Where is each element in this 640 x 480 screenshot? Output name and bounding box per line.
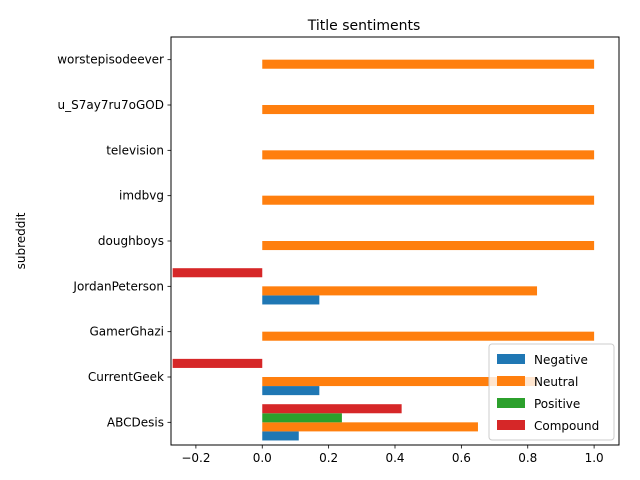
bar-negative-abcdesis xyxy=(262,431,299,441)
x-tick-label: −0.2 xyxy=(181,451,210,465)
bar-neutral-doughboys xyxy=(262,241,595,251)
bar-neutral-gamerghazi xyxy=(262,331,595,341)
x-tick-label: 1.0 xyxy=(585,451,604,465)
x-axis-ticks: −0.2 0.0 0.2 0.4 0.6 0.8 1.0 xyxy=(181,445,604,465)
bar-neutral-imdbvg xyxy=(262,195,595,205)
bar-neutral-worstepisodeever xyxy=(262,59,595,69)
bar-negative-currentgeek xyxy=(262,386,320,396)
x-tick-label: 0.0 xyxy=(253,451,272,465)
y-tick-label: worstepisodeever xyxy=(57,53,164,67)
legend-swatch-neutral xyxy=(497,376,525,386)
plot-frame xyxy=(170,36,620,446)
legend: Negative Neutral Positive Compound xyxy=(488,343,615,441)
x-tick-label: 0.2 xyxy=(319,451,338,465)
y-axis-label: subreddit xyxy=(14,212,28,269)
y-tick-label: ABCDesis xyxy=(107,415,164,429)
bar-neutral-television xyxy=(262,150,595,160)
y-tick-label: u_S7ay7ru7oGOD xyxy=(58,98,164,112)
bar-neutral-abcdesis xyxy=(262,422,478,432)
x-tick-label: 0.6 xyxy=(452,451,471,465)
legend-swatch-negative xyxy=(497,354,525,364)
y-tick-label: JordanPeterson xyxy=(72,279,164,293)
bar-negative-jordanpeterson xyxy=(262,295,320,305)
bar-positive-abcdesis xyxy=(262,413,342,423)
bar-neutral-u_s7ay7ru7ogod xyxy=(262,105,595,115)
y-tick-label: imdbvg xyxy=(119,189,164,203)
bar-neutral-currentgeek xyxy=(262,377,538,387)
bar-compound-currentgeek xyxy=(172,358,263,368)
y-tick-label: GamerGhazi xyxy=(89,325,164,339)
bar-neutral-jordanpeterson xyxy=(262,286,538,296)
bar-compound-jordanpeterson xyxy=(172,268,263,278)
legend-label-neutral: Neutral xyxy=(534,375,578,389)
legend-box xyxy=(488,343,615,441)
legend-label-negative: Negative xyxy=(534,353,588,367)
y-tick-label: doughboys xyxy=(98,234,164,248)
chart-title: Title sentiments xyxy=(307,18,421,34)
x-tick-label: 0.8 xyxy=(518,451,537,465)
bars xyxy=(172,59,595,441)
legend-swatch-positive xyxy=(497,398,525,408)
y-tick-label: television xyxy=(106,143,164,157)
x-tick-label: 0.4 xyxy=(385,451,404,465)
bar-compound-abcdesis xyxy=(262,404,402,414)
legend-label-compound: Compound xyxy=(534,419,599,433)
legend-swatch-compound xyxy=(497,420,525,430)
y-axis-ticks: ABCDesis CurrentGeek GamerGhazi JordanPeter… xyxy=(57,53,171,429)
y-tick-label: CurrentGeek xyxy=(88,370,164,384)
legend-label-positive: Positive xyxy=(534,397,580,411)
